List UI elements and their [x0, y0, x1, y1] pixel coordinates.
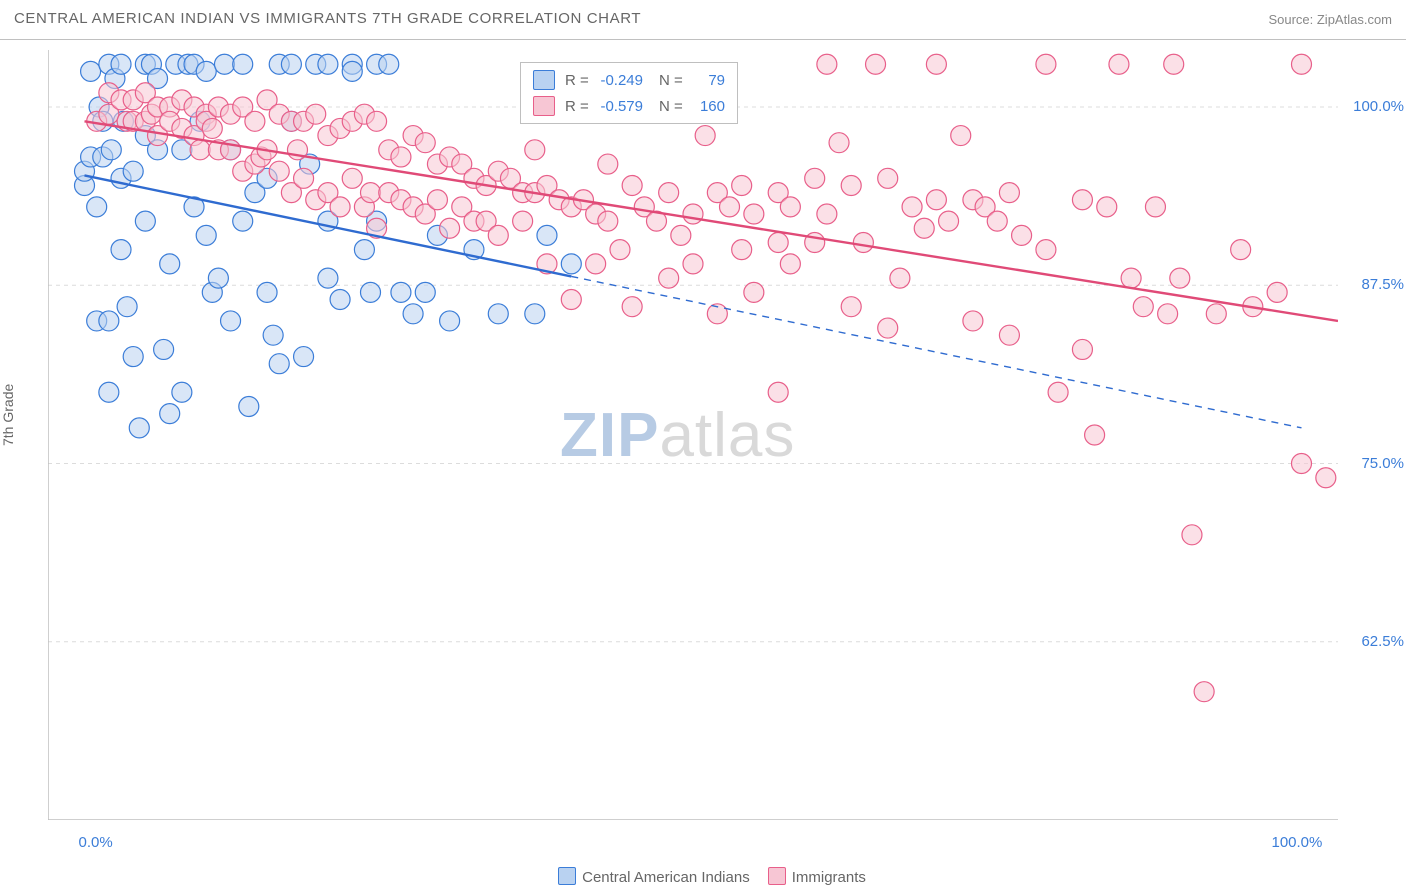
- watermark: ZIPatlas: [560, 400, 795, 471]
- legend-r-value: -0.249: [599, 72, 659, 89]
- y-axis-label: 7th Grade: [0, 384, 16, 446]
- watermark-bold: ZIP: [560, 401, 659, 470]
- legend-row: R =-0.579N =160: [533, 93, 725, 119]
- chart-title: CENTRAL AMERICAN INDIAN VS IMMIGRANTS 7T…: [14, 10, 641, 27]
- legend-row: R =-0.249N =79: [533, 67, 725, 93]
- legend-r-label: R =: [565, 98, 599, 115]
- source-label: Source: ZipAtlas.com: [1268, 12, 1392, 27]
- legend-swatch: [558, 867, 576, 885]
- legend-swatch: [533, 96, 555, 116]
- legend-n-value: 160: [689, 98, 725, 115]
- legend-n-value: 79: [689, 72, 725, 89]
- correlation-legend: R =-0.249N =79R =-0.579N =160: [520, 62, 738, 124]
- watermark-rest: atlas: [659, 401, 795, 470]
- legend-n-label: N =: [659, 72, 689, 89]
- y-tick-label: 62.5%: [1344, 633, 1404, 650]
- series-legend: Central American Indians Immigrants: [0, 867, 1406, 886]
- legend-series-label: Central American Indians: [582, 869, 750, 886]
- legend-series-label: Immigrants: [792, 869, 866, 886]
- x-tick-label-right: 100.0%: [1271, 834, 1322, 851]
- legend-r-label: R =: [565, 72, 599, 89]
- legend-n-label: N =: [659, 98, 689, 115]
- x-tick-label-left: 0.0%: [79, 834, 113, 851]
- y-tick-label: 75.0%: [1344, 455, 1404, 472]
- legend-swatch: [533, 70, 555, 90]
- y-tick-label: 87.5%: [1344, 276, 1404, 293]
- y-tick-label: 100.0%: [1344, 98, 1404, 115]
- legend-r-value: -0.579: [599, 98, 659, 115]
- legend-swatch: [768, 867, 786, 885]
